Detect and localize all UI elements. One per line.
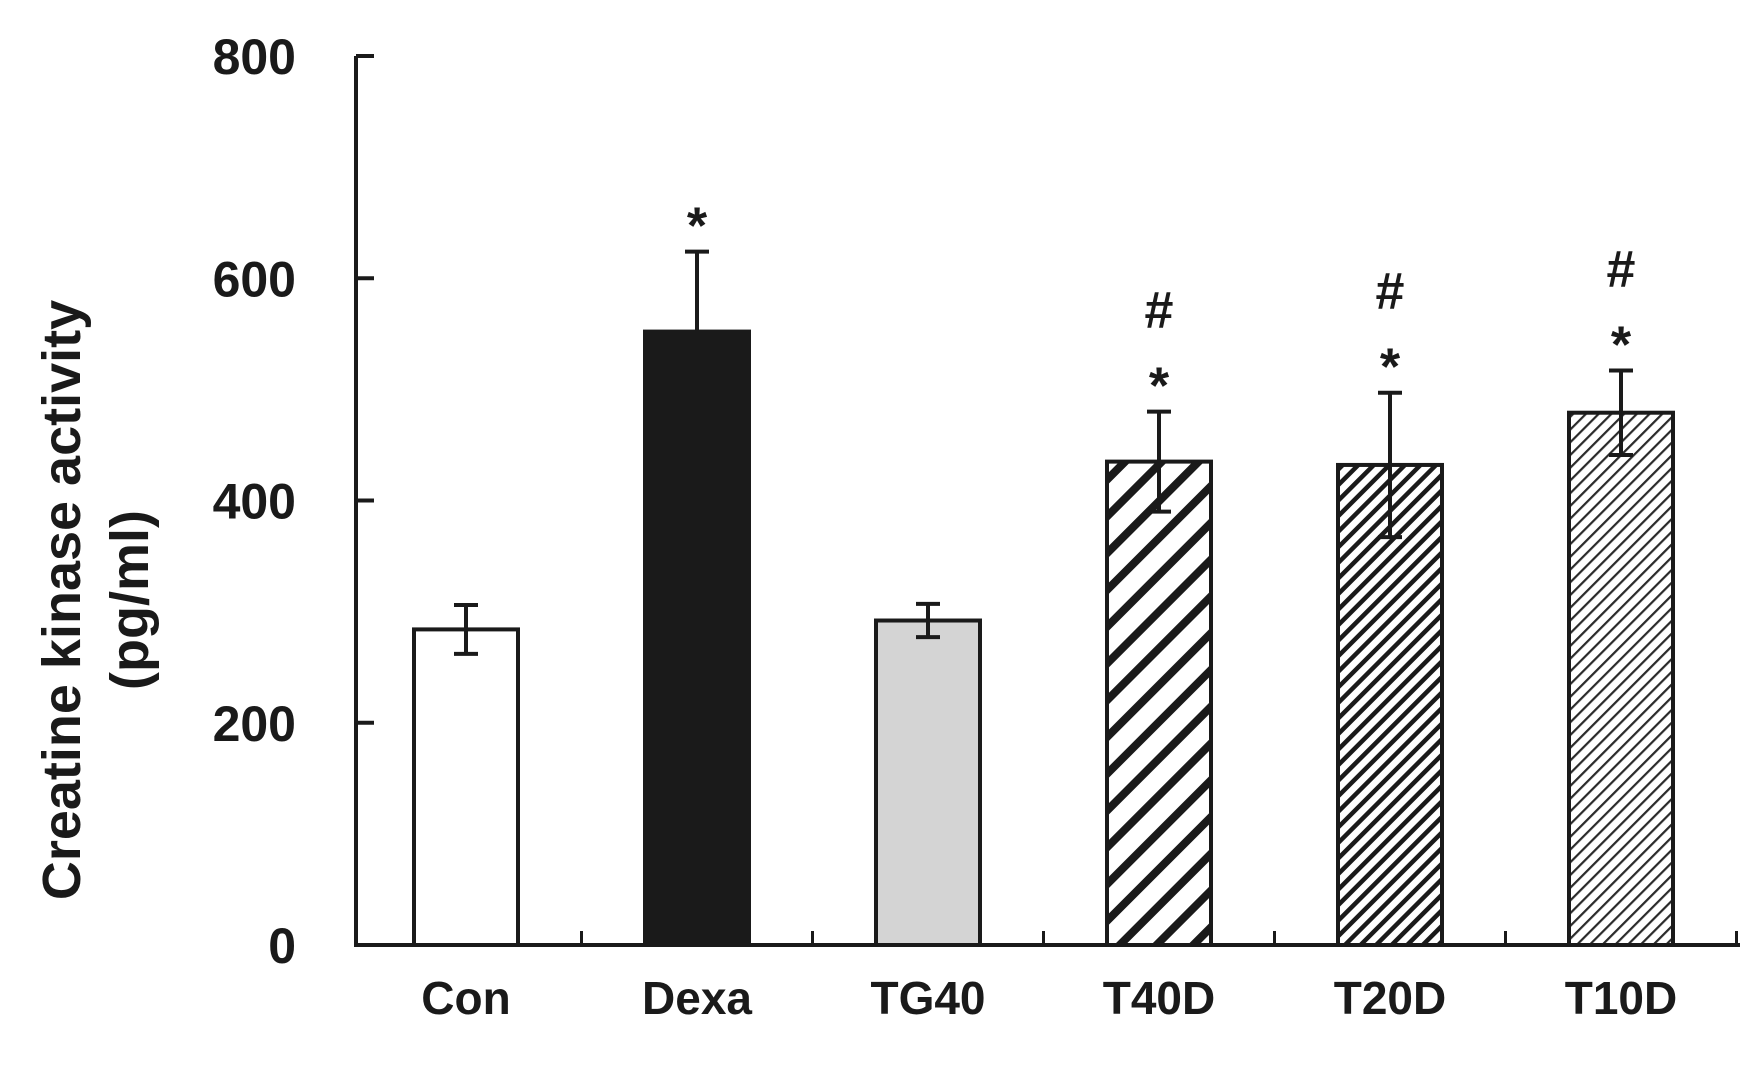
y-tick-label: 600 [213, 251, 296, 307]
significance-annotations: * * # * # * # [687, 198, 1636, 416]
x-tick-label-t40d: T40D [1103, 972, 1215, 1024]
y-axis-ticks: 0 200 400 600 800 [213, 29, 374, 974]
significance-hash: # [1607, 240, 1636, 298]
y-axis-label: Creatine kinase activity [32, 300, 92, 900]
significance-asterisk: * [1149, 358, 1170, 416]
significance-hash: # [1145, 282, 1174, 340]
significance-asterisk: * [1380, 339, 1401, 397]
bar-t10d [1567, 410, 1675, 947]
x-tick-label-con: Con [421, 972, 510, 1024]
x-axis-labels: Con Dexa TG40 T40D T20D T10D [421, 972, 1677, 1024]
bar-t40d [1105, 459, 1213, 947]
bars [412, 329, 1675, 948]
y-tick-label: 0 [268, 918, 296, 974]
significance-asterisk: * [687, 198, 708, 256]
bar-t20d [1336, 462, 1444, 947]
y-axis-title: Creatine kinase activity (pg/ml) [32, 300, 160, 900]
y-tick-label: 200 [213, 696, 296, 752]
x-tick-label-dexa: Dexa [642, 972, 752, 1024]
significance-hash: # [1376, 263, 1405, 321]
bar-dexa [643, 329, 751, 947]
bar-tg40 [874, 618, 982, 947]
x-tick-label-tg40: TG40 [870, 972, 985, 1024]
significance-asterisk: * [1611, 316, 1632, 374]
y-axis-unit: (pg/ml) [100, 510, 160, 690]
x-tick-label-t10d: T10D [1565, 972, 1677, 1024]
bar-con [412, 627, 520, 948]
error-bars [454, 249, 1633, 656]
y-tick-label: 400 [213, 474, 296, 530]
y-tick-label: 800 [213, 29, 296, 85]
x-tick-label-t20d: T20D [1334, 972, 1446, 1024]
